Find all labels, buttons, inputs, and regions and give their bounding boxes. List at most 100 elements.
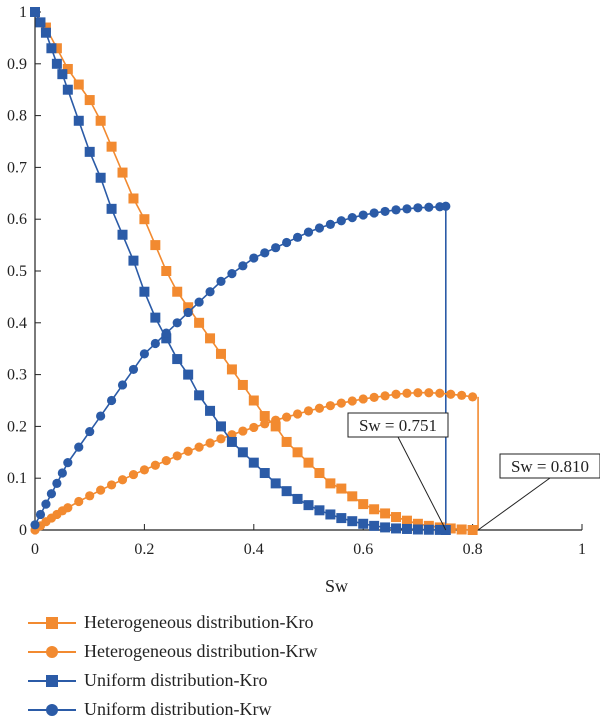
data-point [435,388,445,398]
data-point [194,317,205,328]
data-point [282,412,292,422]
data-point [74,496,84,507]
y-tick-label: 0.2 [7,418,27,435]
data-point [172,286,183,297]
legend-item-uniform-krw: Uniform distribution-Krw [28,695,588,724]
data-point [456,524,467,535]
data-point [314,505,325,516]
data-point [183,369,194,380]
data-point [270,478,281,489]
data-point [369,504,380,515]
data-point [347,516,358,527]
data-point [369,392,379,402]
data-point [325,401,335,411]
annotation-label: Sw = 0.751 [359,416,437,435]
data-point [51,43,62,54]
data-point [358,210,368,220]
data-point [35,17,46,28]
series-line [34,11,473,531]
data-point [380,522,391,533]
data-point [249,253,259,263]
data-point [314,403,325,413]
data-point [205,405,216,416]
data-point [74,442,84,452]
data-point [216,434,226,444]
data-point [336,398,346,408]
data-point [30,7,40,17]
x-tick-label: 0.4 [244,541,264,558]
data-point [434,524,445,535]
data-point [128,469,139,480]
y-tick-label: 0.1 [7,470,27,487]
data-point [161,266,172,276]
annotation-box [347,412,449,438]
y-tick-label: 0 [19,522,27,539]
data-point [249,422,259,433]
data-point [150,460,160,470]
data-point [380,391,390,401]
data-point [62,63,73,74]
data-point [85,426,95,437]
data-point [380,206,390,217]
data-point [292,409,303,419]
data-point [194,390,205,401]
data-point [226,364,237,375]
data-point [260,248,270,258]
data-point [52,478,62,488]
data-point [424,388,434,398]
data-point [57,69,68,80]
data-point [30,520,40,530]
chart-legend: Heterogeneous distribution-Kro Heterogen… [28,608,588,724]
data-point [63,503,73,513]
data-point [128,193,139,204]
legend-label: Uniform distribution-Kro [84,670,268,690]
data-point [413,388,423,398]
data-point [216,276,226,286]
legend-swatch-hetero-krw [28,645,76,658]
data-point [336,483,347,494]
data-point [128,255,139,266]
y-tick-label: 0.4 [7,315,27,332]
x-tick-label: 0.6 [353,541,373,558]
legend-swatch-uniform-kro [28,674,76,687]
data-point [40,22,51,33]
data-point [468,392,478,402]
data-point [96,485,106,495]
data-point [73,79,84,90]
data-point [215,348,226,359]
data-point [380,508,391,519]
data-point [303,406,314,416]
y-tick-label: 0.5 [7,263,27,280]
data-point [457,390,467,400]
data-point [271,243,281,253]
data-point [401,523,412,534]
data-point [402,388,412,398]
data-point [106,480,117,490]
data-point [172,318,182,328]
data-point [41,499,51,509]
data-point [117,380,128,390]
y-tick-label: 0.8 [7,108,27,125]
data-point [238,426,248,436]
legend-label: Heterogeneous distribution-Krw [84,641,318,661]
x-tick-label: 0.8 [463,541,483,558]
legend-item-uniform-kro: Uniform distribution-Kro [28,666,588,695]
legend-swatch-hetero-kro [28,616,76,629]
data-point [369,520,380,531]
data-point [63,458,73,468]
data-point [150,240,161,251]
y-tick-label: 0.6 [7,211,27,228]
data-point [238,261,248,271]
data-point [117,167,128,178]
data-point [423,524,434,535]
data-point [412,524,423,535]
data-point [194,442,204,452]
data-point [205,333,216,344]
data-point [336,216,346,226]
legend-swatch-uniform-krw [28,703,76,716]
y-tick-label: 0.7 [7,159,27,176]
data-point [57,468,67,478]
x-tick-label: 0 [31,541,39,558]
data-point [467,525,478,535]
data-point [259,411,270,422]
